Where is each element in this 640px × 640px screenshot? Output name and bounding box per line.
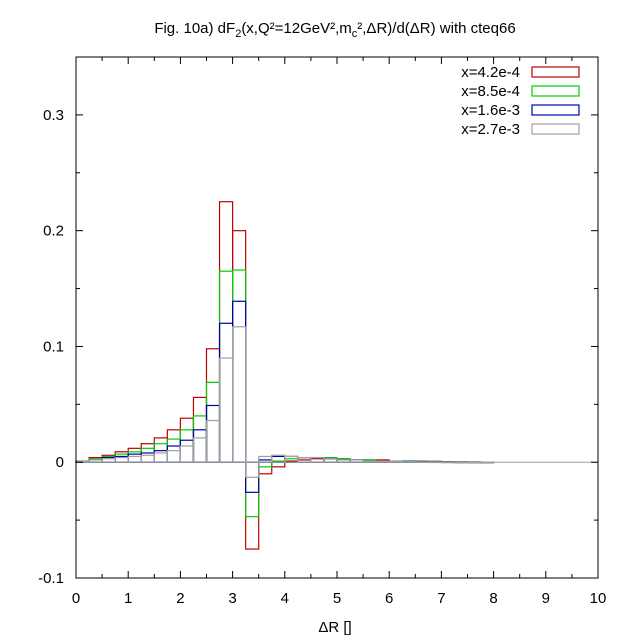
series-2-bin-9 bbox=[192, 429, 208, 463]
series-3-bin-26 bbox=[414, 461, 429, 463]
series-3-bin-3 bbox=[114, 456, 129, 463]
x-axis-label: ΔR [] bbox=[318, 619, 351, 636]
legend: x=4.2e-4 x=8.5e-4 x=1.6e-3 x=2.7e-3 bbox=[461, 64, 580, 138]
series-2-bin-5 bbox=[140, 452, 155, 463]
title-part-2: (x,Q²=12GeV²,m bbox=[241, 20, 351, 37]
series-3-bin-23 bbox=[375, 460, 390, 463]
series-3-bin-7 bbox=[166, 450, 182, 463]
series-0-bin-15 bbox=[271, 461, 286, 468]
series-3-bin-5 bbox=[140, 454, 155, 463]
series-0-bin-14 bbox=[258, 461, 273, 475]
legend-swatch-3 bbox=[531, 123, 580, 135]
series-2-bin-7 bbox=[166, 445, 182, 463]
series-2-bin-4 bbox=[127, 453, 142, 463]
y-axis-ticks: -0.1 0 0.1 0.2 0.3 bbox=[38, 107, 598, 587]
legend-label-1: x=8.5e-4 bbox=[461, 83, 520, 100]
x-tick-label-1: 1 bbox=[124, 590, 132, 607]
y-tick-label-1: 0 bbox=[56, 454, 64, 471]
y-tick-label-2: 0.1 bbox=[43, 338, 64, 355]
series-2-bin-10 bbox=[205, 404, 221, 463]
series-0-bin-11 bbox=[218, 201, 234, 463]
series-1-bin-12 bbox=[232, 269, 247, 463]
series-3-bin-19 bbox=[323, 458, 338, 463]
series-layer bbox=[75, 201, 495, 550]
x-tick-label-8: 8 bbox=[489, 590, 497, 607]
series-0-bin-4 bbox=[127, 447, 142, 463]
series-1-bin-13 bbox=[245, 461, 260, 518]
legend-label-3: x=2.7e-3 bbox=[461, 121, 520, 138]
series-3-bin-1 bbox=[88, 459, 103, 463]
series-3-bin-6 bbox=[153, 452, 168, 463]
x-tick-label-2: 2 bbox=[176, 590, 184, 607]
series-2-bin-12 bbox=[232, 300, 247, 463]
series-3-bin-22 bbox=[362, 460, 377, 463]
series-3-bin-11 bbox=[218, 357, 234, 463]
series-3-bin-13 bbox=[245, 461, 260, 478]
series-3-bin-28 bbox=[440, 461, 456, 464]
series-3-bin-31 bbox=[479, 461, 495, 464]
y-tick-label-4: 0.3 bbox=[43, 107, 64, 124]
legend-label-0: x=4.2e-4 bbox=[461, 64, 520, 81]
series-3 bbox=[75, 326, 495, 478]
x-tick-label-9: 9 bbox=[542, 590, 550, 607]
x-tick-label-5: 5 bbox=[333, 590, 341, 607]
legend-swatch-2 bbox=[531, 104, 580, 116]
x-tick-label-3: 3 bbox=[228, 590, 236, 607]
series-3-bin-30 bbox=[466, 461, 482, 464]
title-part-3: c bbox=[352, 28, 358, 40]
y-tick-label-3: 0.2 bbox=[43, 223, 64, 240]
x-tick-label-10: 10 bbox=[590, 590, 607, 607]
x-axis-ticks: 0 1 2 3 4 5 6 7 8 9 10 bbox=[72, 57, 607, 607]
series-3-bin-12 bbox=[232, 326, 247, 463]
chart-title: Fig. 10a) dF2(x,Q²=12GeV²,mc²,ΔR)/d(ΔR) … bbox=[154, 20, 515, 40]
legend-swatch-1 bbox=[531, 85, 580, 97]
series-1-bin-14 bbox=[258, 461, 273, 468]
series-3-bin-25 bbox=[401, 461, 416, 463]
series-0-bin-12 bbox=[232, 230, 247, 463]
series-3-bin-27 bbox=[427, 461, 443, 464]
series-1-bin-11 bbox=[218, 270, 234, 463]
series-3-bin-24 bbox=[388, 460, 403, 463]
title-part-1: 2 bbox=[235, 28, 241, 40]
title-part-4: ²,ΔR)/d(ΔR) with cteq66 bbox=[357, 20, 515, 37]
series-3-bin-9 bbox=[192, 437, 208, 463]
series-3-bin-2 bbox=[101, 458, 116, 463]
x-tick-label-4: 4 bbox=[281, 590, 289, 607]
series-3-bin-21 bbox=[349, 459, 364, 463]
series-1-bin-9 bbox=[192, 415, 208, 463]
series-1 bbox=[75, 269, 495, 518]
series-3-bin-29 bbox=[453, 461, 469, 464]
series-0 bbox=[75, 201, 495, 550]
series-2-bin-8 bbox=[179, 439, 195, 463]
legend-swatch-0 bbox=[531, 66, 580, 78]
series-3-bin-8 bbox=[179, 445, 195, 463]
title-part-0: Fig. 10a) dF bbox=[154, 20, 235, 37]
legend-label-2: x=1.6e-3 bbox=[461, 102, 520, 119]
series-3-bin-20 bbox=[336, 459, 351, 463]
series-2-bin-11 bbox=[218, 322, 234, 463]
series-3-bin-10 bbox=[205, 419, 221, 463]
x-tick-label-6: 6 bbox=[385, 590, 393, 607]
series-1-bin-10 bbox=[205, 381, 221, 463]
series-0-bin-13 bbox=[245, 461, 260, 550]
x-tick-label-7: 7 bbox=[437, 590, 445, 607]
series-3-bin-4 bbox=[127, 455, 142, 463]
y-tick-label-0: -0.1 bbox=[38, 570, 64, 587]
x-tick-label-0: 0 bbox=[72, 590, 80, 607]
